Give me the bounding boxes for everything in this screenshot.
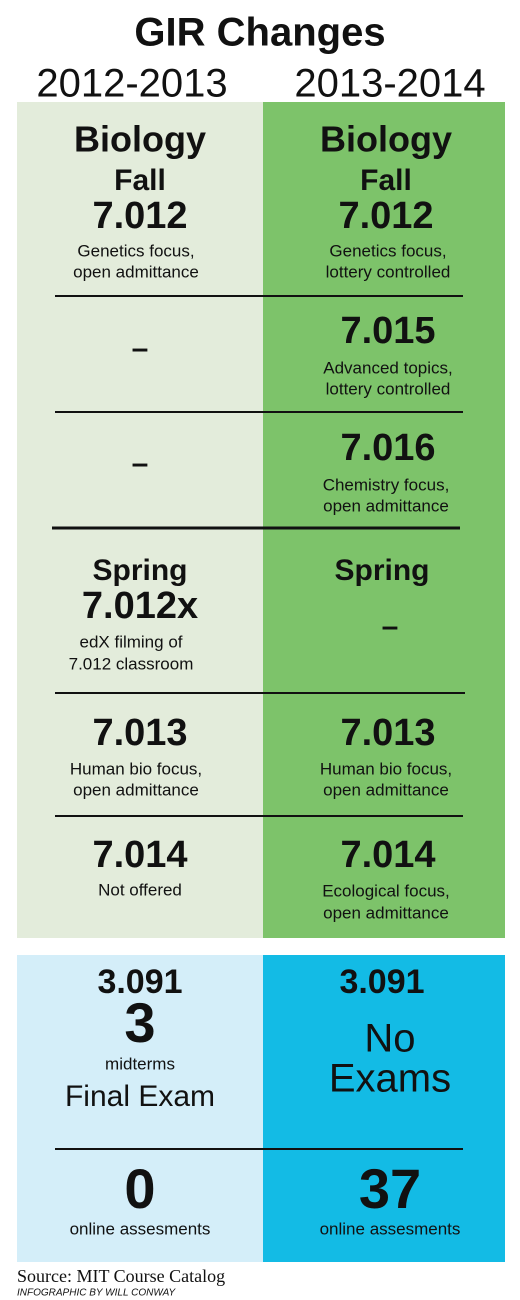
exam: Exams xyxy=(329,1057,451,1101)
course: 7.014 xyxy=(340,834,435,876)
description: Advanced topics, xyxy=(323,358,452,377)
exam-count-label: midterms xyxy=(105,1054,175,1073)
description: open admittance xyxy=(323,496,449,515)
assessments: 0 xyxy=(124,1157,155,1220)
course: – xyxy=(132,332,149,365)
column-header: 2013-2014 xyxy=(294,62,485,106)
course: 7.014 xyxy=(92,834,187,876)
course: 3.091 xyxy=(97,963,182,1001)
left-bio-bg xyxy=(17,102,263,938)
source: Source: MIT Course Catalog xyxy=(17,1266,225,1286)
term: Spring xyxy=(93,554,188,587)
description: 7.012 classroom xyxy=(69,654,194,673)
course: – xyxy=(382,610,399,643)
credit: INFOGRAPHIC BY WILL CONWAY xyxy=(17,1288,177,1299)
term: Spring xyxy=(335,554,430,587)
course: 7.015 xyxy=(340,310,435,352)
description: Not offered xyxy=(98,880,182,899)
exam-count: 3 xyxy=(124,991,155,1054)
right-chem-bg xyxy=(263,955,505,1262)
course: 7.013 xyxy=(92,712,187,754)
description: open admittance xyxy=(73,780,199,799)
term: Fall xyxy=(114,164,166,197)
assessments-label: online assesments xyxy=(70,1219,211,1238)
description: open admittance xyxy=(73,262,199,281)
exam: Final Exam xyxy=(65,1080,215,1113)
title: GIR Changes xyxy=(134,11,385,55)
description: Ecological focus, xyxy=(322,881,450,900)
description: open admittance xyxy=(323,903,449,922)
course: – xyxy=(132,447,149,480)
column-header: 2012-2013 xyxy=(36,62,227,106)
description: Human bio focus, xyxy=(70,759,202,778)
assessments: 37 xyxy=(359,1157,421,1220)
exam: No xyxy=(364,1017,415,1061)
course: 7.012 xyxy=(338,195,433,237)
description: Human bio focus, xyxy=(320,759,452,778)
course: 7.012x xyxy=(82,585,198,627)
course: 7.013 xyxy=(340,712,435,754)
description: lottery controlled xyxy=(326,262,451,281)
subject: Biology xyxy=(320,119,452,160)
left-chem-bg xyxy=(17,955,263,1262)
term: Fall xyxy=(360,164,412,197)
description: open admittance xyxy=(323,780,449,799)
description: lottery controlled xyxy=(326,379,451,398)
description: Chemistry focus, xyxy=(323,475,450,494)
description: Genetics focus, xyxy=(77,241,194,260)
right-bio-bg xyxy=(263,102,505,938)
description: edX filming of xyxy=(80,632,183,651)
course: 3.091 xyxy=(339,963,424,1001)
course: 7.016 xyxy=(340,427,435,469)
description: Genetics focus, xyxy=(329,241,446,260)
assessments-label: online assesments xyxy=(320,1219,461,1238)
course: 7.012 xyxy=(92,195,187,237)
subject: Biology xyxy=(74,119,206,160)
